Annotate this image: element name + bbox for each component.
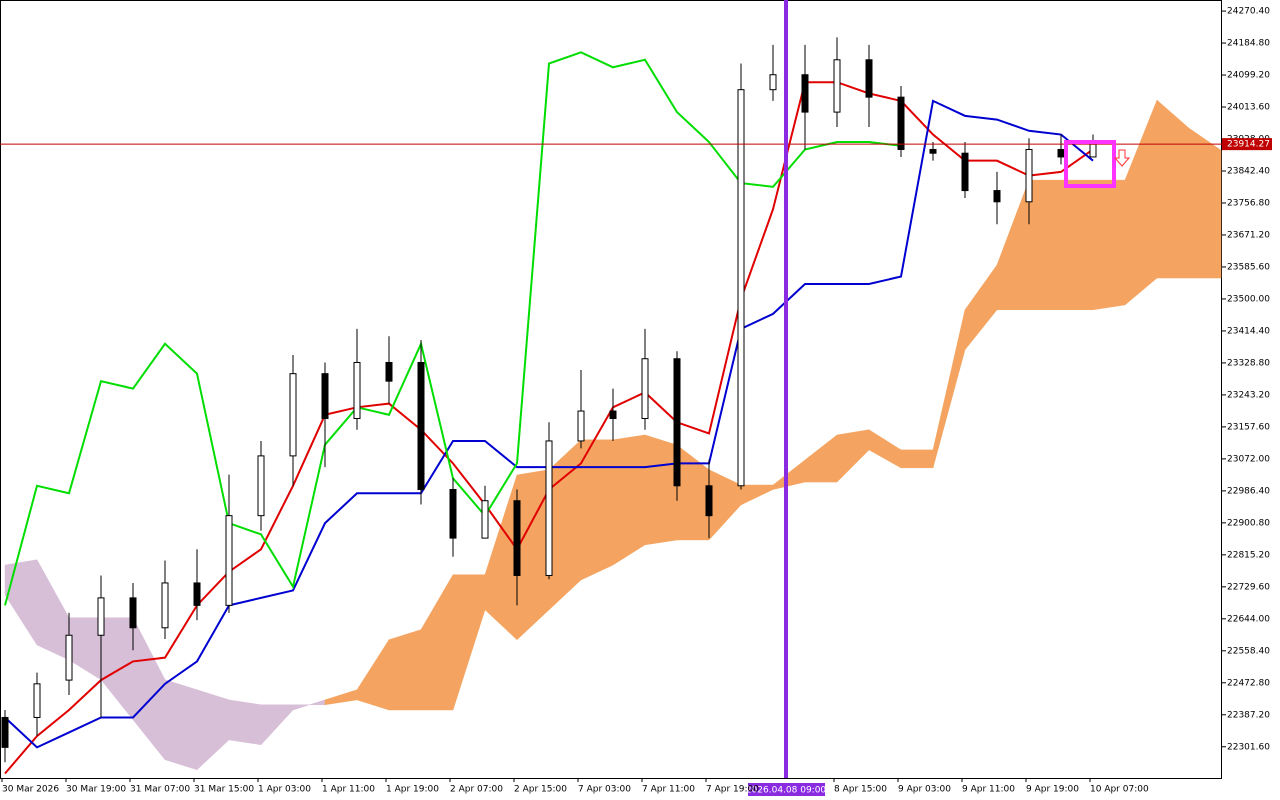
x-tick-label: 8 Apr 15:00 <box>834 785 887 795</box>
plot-frame <box>0 0 1222 779</box>
highlight-box <box>1064 140 1116 188</box>
y-tick-label: 24013.60 <box>1227 103 1270 113</box>
price-label-bg <box>1222 138 1272 151</box>
y-tick-label: 23671.20 <box>1227 230 1270 240</box>
candle-body <box>353 361 361 420</box>
x-tick-label: 1 Apr 19:00 <box>386 785 439 795</box>
candle-body <box>705 485 713 517</box>
x-tick-label: 30 Mar 2026 <box>2 785 59 795</box>
candle-body <box>97 597 105 636</box>
x-tick-label: 1 Apr 11:00 <box>322 785 375 795</box>
y-tick-label: 23328.80 <box>1227 358 1270 368</box>
candle-body <box>481 500 489 539</box>
y-tick-label: 22986.40 <box>1227 486 1270 496</box>
cloud-segment <box>1156 99 1190 279</box>
y-tick-label: 24270.40 <box>1227 7 1270 17</box>
y-tick-label: 22644.00 <box>1227 614 1270 624</box>
candle-body <box>1025 148 1033 203</box>
candle-body <box>545 440 553 576</box>
candle-body <box>129 597 137 629</box>
cloud-segment <box>1188 127 1222 279</box>
candle-body <box>289 373 297 457</box>
cloud-segment <box>388 629 422 711</box>
x-tick-label: 7 Apr 03:00 <box>578 785 631 795</box>
cloud-segment <box>900 449 934 469</box>
x-tick-label: 7 Apr 19:00 <box>706 785 759 795</box>
x-tick-label: 1 Apr 03:00 <box>258 785 311 795</box>
cursor-label-bg <box>748 783 825 796</box>
candle-body <box>961 152 969 192</box>
candle-body <box>417 361 425 491</box>
y-tick-label: 22900.80 <box>1227 518 1270 528</box>
candle-body <box>1 716 9 748</box>
y-tick-label: 23585.60 <box>1227 262 1270 272</box>
candle-body <box>993 190 1001 203</box>
candle-body <box>929 148 937 154</box>
candle-body <box>385 361 393 382</box>
candle-body <box>577 410 585 442</box>
candle-body <box>801 74 809 113</box>
x-tick-label: 31 Mar 07:00 <box>130 785 190 795</box>
y-tick-label: 23500.00 <box>1227 294 1270 304</box>
x-tick-label: 9 Apr 19:00 <box>1026 785 1079 795</box>
y-tick-label: 24184.80 <box>1227 39 1270 49</box>
x-tick-label: 9 Apr 03:00 <box>898 785 951 795</box>
y-tick-label: 23842.40 <box>1227 166 1270 176</box>
candle-body <box>1089 143 1097 158</box>
candle-body <box>513 500 521 576</box>
x-tick-label: 2 Apr 07:00 <box>450 785 503 795</box>
cloud-segment <box>612 434 646 566</box>
candle-body <box>641 358 649 420</box>
sell-arrow <box>1113 149 1131 167</box>
candle-body <box>833 59 841 113</box>
candle-body <box>737 89 745 487</box>
cloud-segment <box>1060 179 1094 311</box>
candle-body <box>1057 148 1065 158</box>
y-tick-label: 22472.80 <box>1227 678 1270 688</box>
candle-body <box>33 683 41 718</box>
candle-body <box>769 74 777 91</box>
x-tick-label: 10 Apr 07:00 <box>1090 785 1149 795</box>
cloud-segment <box>228 699 262 746</box>
candle-body <box>321 373 329 420</box>
cloud-segment <box>1028 179 1062 311</box>
candle-body <box>257 455 265 517</box>
y-tick-label: 23756.80 <box>1227 198 1270 208</box>
candle-body <box>673 358 681 487</box>
y-tick-label: 24099.20 <box>1227 71 1270 81</box>
candle-body <box>65 634 73 681</box>
candle-body <box>449 489 457 539</box>
candle-body <box>609 410 617 420</box>
cloud-segment <box>548 439 582 611</box>
x-tick-label: 7 Apr 11:00 <box>642 785 695 795</box>
cursor-label: 2026.04.08 09:00 <box>746 786 827 796</box>
y-tick-label: 22815.20 <box>1227 550 1270 560</box>
candle-body <box>225 515 233 606</box>
y-tick-label: 23072.00 <box>1227 454 1270 464</box>
x-tick-label: 31 Mar 15:00 <box>194 785 254 795</box>
y-tick-label: 22729.60 <box>1227 582 1270 592</box>
y-tick-label: 23414.40 <box>1227 326 1270 336</box>
y-tick-label: 22558.40 <box>1227 646 1270 656</box>
cloud-segment <box>164 679 198 771</box>
candle-body <box>161 582 169 629</box>
price-label: 23914.27 <box>1227 140 1270 150</box>
y-tick-label: 22387.20 <box>1227 710 1270 720</box>
y-tick-label: 23243.20 <box>1227 390 1270 400</box>
y-tick-label: 22301.60 <box>1227 742 1270 752</box>
y-tick-label: 23157.60 <box>1227 422 1270 432</box>
candle-body <box>865 59 873 98</box>
cloud-segment <box>1092 179 1126 311</box>
cloud-segment <box>516 469 550 641</box>
x-tick-label: 2 Apr 15:00 <box>514 785 567 795</box>
x-tick-label: 30 Mar 19:00 <box>66 785 126 795</box>
x-tick-label: 9 Apr 11:00 <box>962 785 1015 795</box>
candle-body <box>897 96 905 150</box>
candle-body <box>193 582 201 606</box>
cloud-segment <box>644 434 678 546</box>
cloud-segment <box>580 439 614 581</box>
